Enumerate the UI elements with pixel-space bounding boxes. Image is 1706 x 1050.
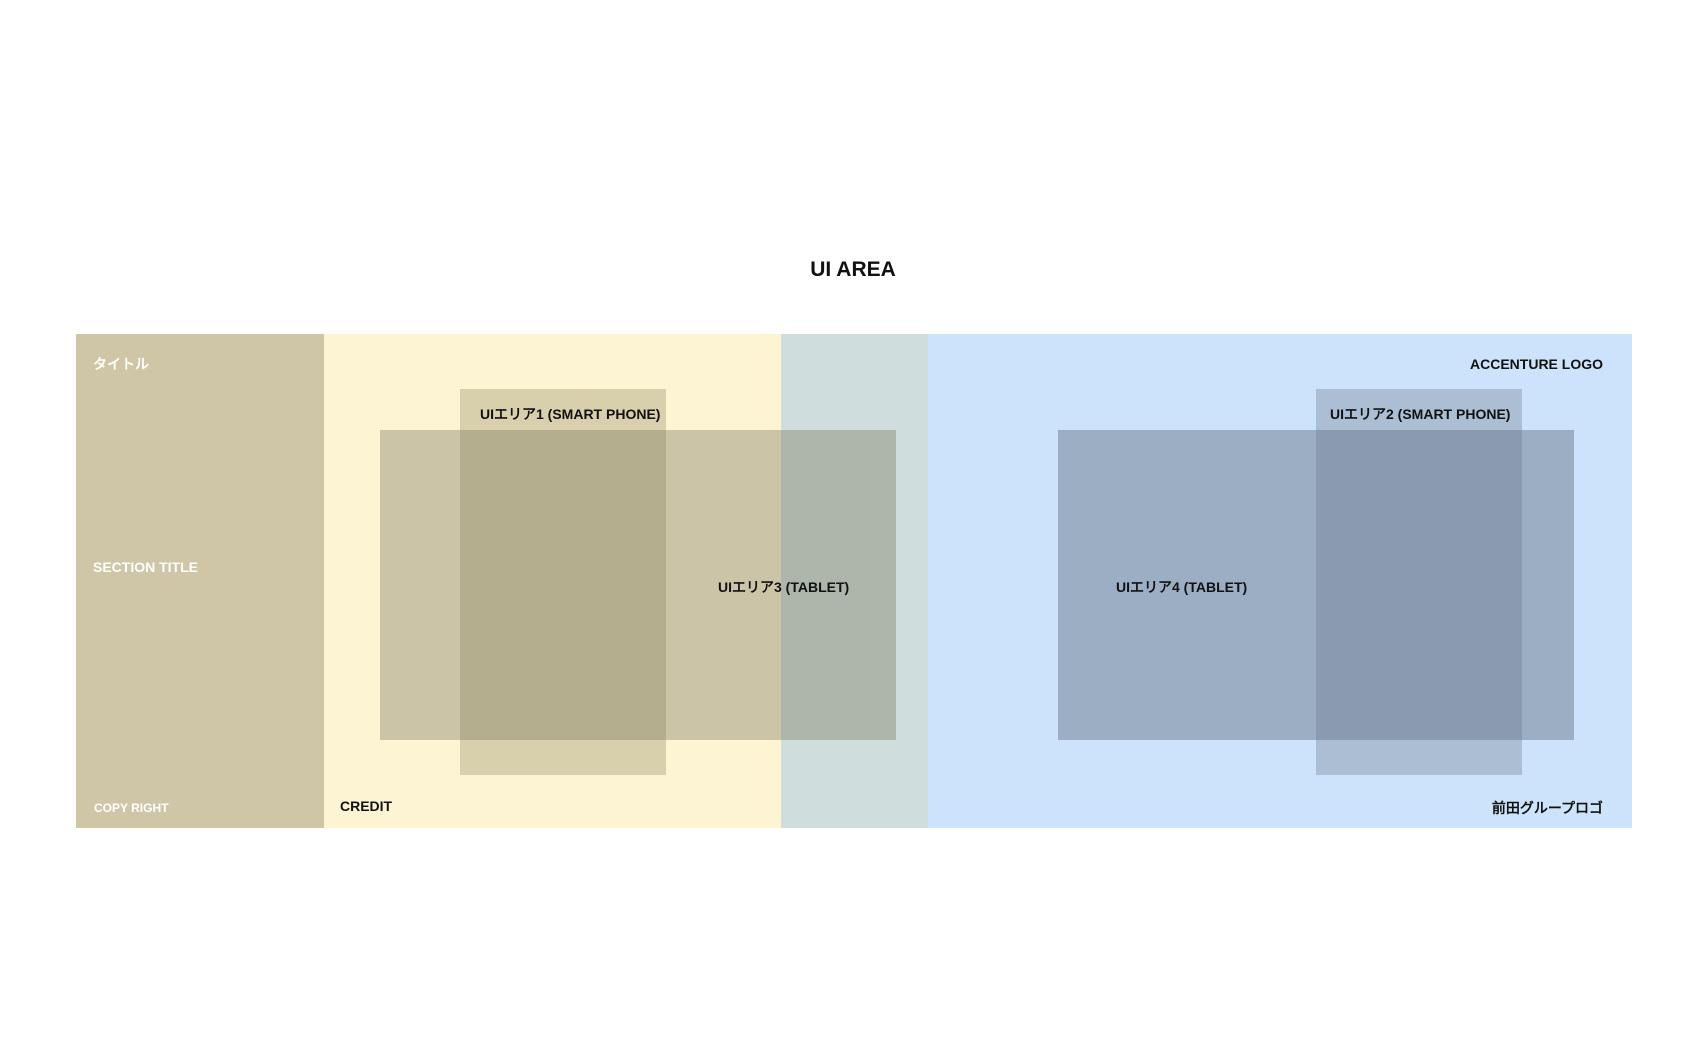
ui-area-2-label: UIエリア2 (SMART PHONE) (1330, 406, 1511, 422)
ui-area-1-label: UIエリア1 (SMART PHONE) (480, 406, 661, 422)
section-title: SECTION TITLE (93, 559, 198, 575)
maeda-logo-label: 前田グループロゴ (1491, 800, 1603, 816)
left-panel (76, 334, 324, 828)
center-panel (781, 334, 928, 828)
ui-area-3-tablet (380, 430, 896, 740)
ui-area-1-smartphone (460, 389, 666, 775)
ui-area-4-tablet (1058, 430, 1574, 740)
credit-panel (324, 334, 781, 828)
accenture-logo-label: ACCENTURE LOGO (1470, 356, 1603, 372)
credit-label: CREDIT (340, 798, 393, 814)
ui-area-2-smartphone (1316, 389, 1522, 775)
ui-area-3-label: UIエリア3 (TABLET) (718, 579, 850, 595)
ui-area-4-label: UIエリア4 (TABLET) (1116, 579, 1248, 595)
left-panel-title: タイトル (93, 356, 149, 372)
copyright-label: COPY RIGHT (94, 801, 169, 815)
page-title: UI AREA (810, 258, 896, 281)
